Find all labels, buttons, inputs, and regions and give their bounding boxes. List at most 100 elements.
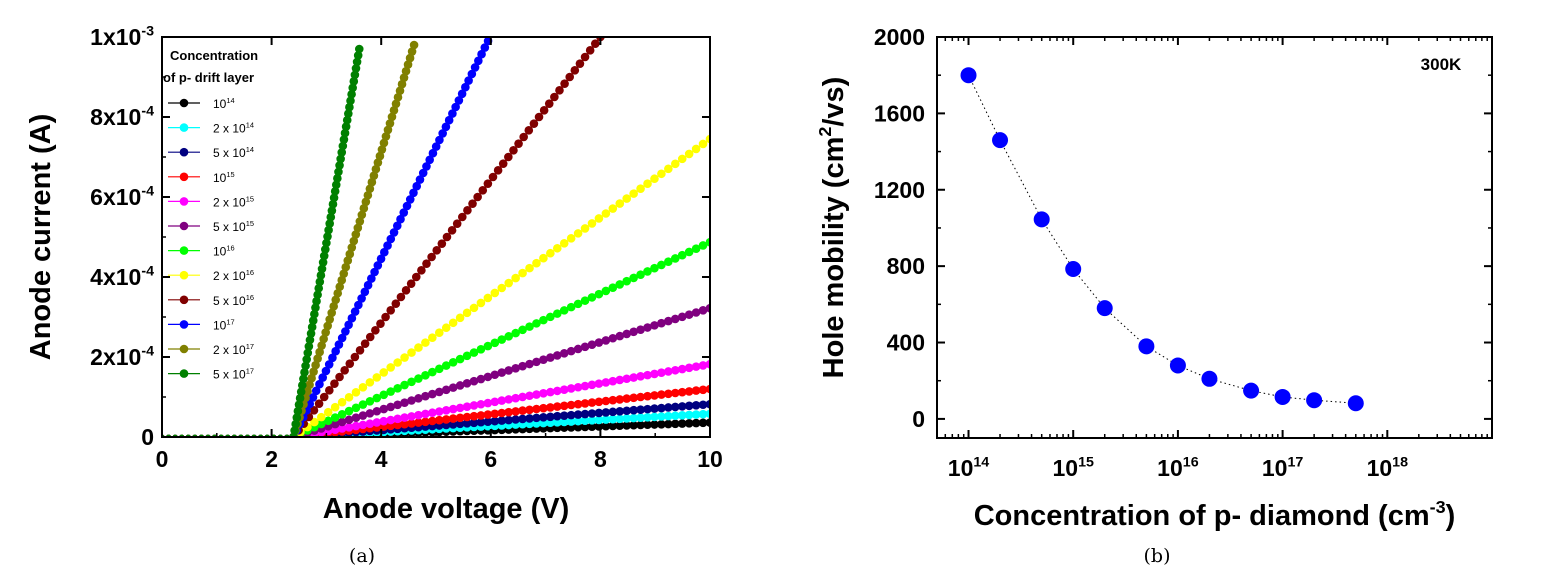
series-point-12 <box>347 89 356 99</box>
series-point-8 <box>580 224 590 233</box>
series-point-9 <box>386 306 395 315</box>
series-point-10 <box>334 340 344 349</box>
series-point-1 <box>705 418 710 427</box>
series-point-7 <box>379 390 389 400</box>
series-point-10 <box>376 254 386 264</box>
series-point-4 <box>441 415 451 424</box>
series-point-11 <box>315 347 324 357</box>
series-point-11 <box>365 184 375 194</box>
series-point-2 <box>559 417 569 427</box>
series-point-7 <box>539 315 548 325</box>
legend-label-base: 5 x 10 <box>213 220 246 234</box>
series-point-5 <box>650 369 659 379</box>
series-point-4 <box>594 397 604 407</box>
series-point-12 <box>295 393 305 403</box>
series-point-1 <box>608 421 618 431</box>
series-point-9 <box>340 366 349 375</box>
series-point-2 <box>615 414 625 424</box>
series-point-10 <box>438 129 447 138</box>
y-tick-label-a-base: 4x10 <box>90 264 141 290</box>
series-point-8 <box>643 179 652 188</box>
series-point-10 <box>454 96 464 105</box>
series-point-8 <box>344 392 354 402</box>
series-point-4 <box>504 407 514 417</box>
series-point-11 <box>321 328 330 337</box>
series-point-5 <box>337 424 347 433</box>
series-point-3 <box>455 419 465 429</box>
series-point-1 <box>670 419 680 429</box>
series-point-11 <box>313 354 322 363</box>
series-point-12 <box>341 122 351 131</box>
series-point-6 <box>643 323 652 332</box>
series-point-5 <box>532 390 541 399</box>
series-point-10 <box>399 208 409 217</box>
series-point-10 <box>341 327 350 336</box>
legend-item-10: 1017 <box>168 317 235 332</box>
series-point-9 <box>565 72 575 82</box>
series-point-10 <box>409 188 418 198</box>
data-point-b <box>1033 211 1050 228</box>
series-point-4 <box>539 403 548 413</box>
series-point-6 <box>344 415 354 425</box>
series-point-3 <box>525 414 534 423</box>
series-point-9 <box>544 99 554 108</box>
series-point-7 <box>455 354 465 364</box>
series-point-6 <box>497 368 507 377</box>
y-tick-label-a-exp: -4 <box>141 183 154 199</box>
x-tick-label-a: 4 <box>375 446 388 472</box>
series-point-5 <box>393 414 402 424</box>
series-point-2 <box>636 413 645 422</box>
series-point-11 <box>385 119 395 128</box>
series-point-11 <box>309 367 318 376</box>
series-point-1 <box>643 420 652 430</box>
series-point-10 <box>474 56 483 66</box>
series-point-1 <box>691 418 701 428</box>
series-point-8 <box>546 248 555 258</box>
series-point-12 <box>348 83 358 93</box>
series-point-3 <box>580 409 590 419</box>
series-point-4 <box>587 398 597 407</box>
data-point-b <box>1169 357 1186 374</box>
series-point-11 <box>399 73 409 82</box>
series-point-12 <box>344 109 353 118</box>
y-tick-label-b: 0 <box>912 406 925 432</box>
series-point-7 <box>559 306 569 315</box>
series-point-3 <box>497 416 507 425</box>
series-point-6 <box>462 379 472 388</box>
series-point-10 <box>315 379 324 389</box>
series-point-10 <box>370 267 379 277</box>
series-point-2 <box>684 410 694 420</box>
series-point-7 <box>441 361 451 370</box>
series-point-3 <box>573 410 583 419</box>
series-point-5 <box>546 387 555 397</box>
series-point-6 <box>372 406 382 416</box>
series-point-5 <box>441 406 451 415</box>
series-point-8 <box>386 363 395 372</box>
series-point-5 <box>705 359 710 369</box>
series-point-5 <box>455 403 465 413</box>
data-point-b <box>1096 300 1113 317</box>
series-point-11 <box>305 380 314 390</box>
series-point-8 <box>400 353 409 362</box>
series-point-3 <box>657 403 666 413</box>
series-point-3 <box>518 414 527 424</box>
y-tick-label-a: 1x10-3 <box>90 23 154 50</box>
series-point-5 <box>601 378 611 387</box>
series-point-5 <box>490 397 500 407</box>
series-point-7 <box>469 348 479 357</box>
legend-label-base: 5 x 10 <box>213 146 246 160</box>
series-point-6 <box>546 353 555 362</box>
series-point-3 <box>587 409 597 418</box>
legend-label-exp: 15 <box>246 219 254 228</box>
series-point-4 <box>664 389 673 399</box>
legend-item-3: 5 x 1014 <box>168 145 254 160</box>
series-point-8 <box>372 373 382 382</box>
series-point-10 <box>347 313 357 323</box>
legend-label-exp: 17 <box>246 342 254 351</box>
series-point-6 <box>629 327 638 337</box>
data-point-b <box>1065 261 1082 278</box>
series-point-7 <box>684 247 694 257</box>
series-point-1 <box>629 420 638 430</box>
series-point-5 <box>698 361 708 370</box>
